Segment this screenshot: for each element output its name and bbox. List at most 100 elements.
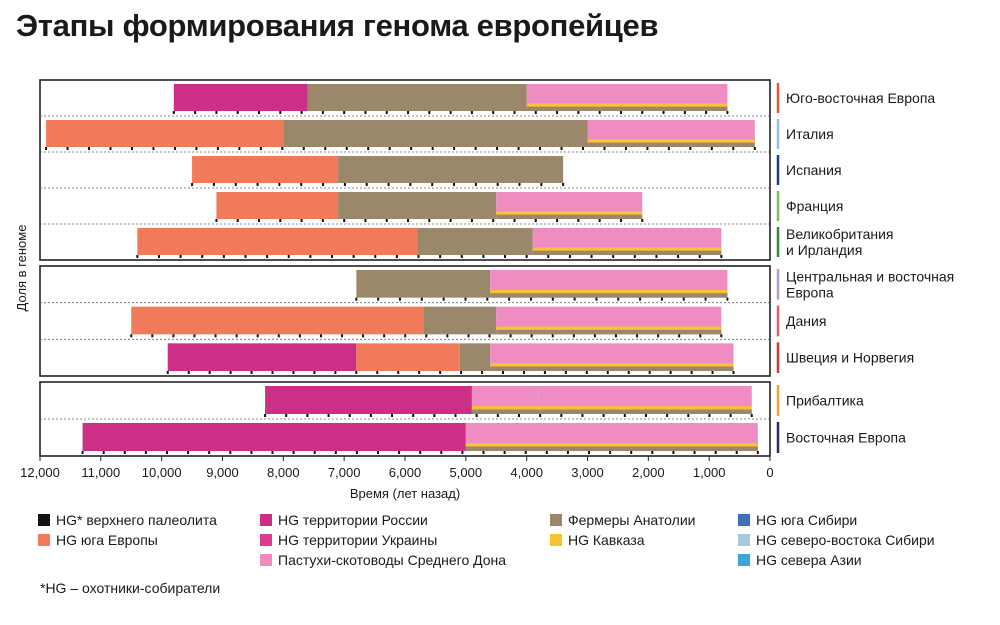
legend-swatch bbox=[738, 534, 750, 546]
sample-tick bbox=[602, 414, 605, 417]
sample-tick bbox=[492, 111, 495, 114]
caucasus-band bbox=[587, 139, 755, 143]
sample-tick bbox=[508, 297, 511, 301]
sample-tick bbox=[187, 371, 190, 374]
sample-tick bbox=[651, 451, 654, 454]
sample-tick bbox=[302, 147, 305, 150]
caucasus-band bbox=[471, 406, 539, 410]
sample-tick bbox=[678, 334, 681, 338]
x-tick-label: 3,000 bbox=[571, 465, 604, 480]
sample-tick bbox=[250, 451, 253, 454]
x-tick-label: 11,000 bbox=[81, 465, 120, 480]
chart-title: Этапы формирования генома европейцев bbox=[16, 8, 659, 43]
sample-tick bbox=[172, 111, 175, 114]
sample-tick bbox=[321, 219, 324, 222]
sample-tick bbox=[431, 147, 434, 150]
sample-tick bbox=[152, 147, 155, 150]
sample-tick bbox=[577, 111, 580, 114]
sample-tick bbox=[666, 414, 669, 417]
sample-tick bbox=[264, 414, 267, 417]
sample-tick bbox=[482, 451, 485, 454]
sample-tick bbox=[215, 219, 218, 222]
sample-tick bbox=[449, 111, 452, 114]
anatolia-band bbox=[465, 446, 758, 451]
sample-tick bbox=[365, 183, 368, 186]
legend-item: HG юга Сибири bbox=[738, 512, 857, 528]
sample-tick bbox=[352, 255, 355, 258]
sample-tick bbox=[708, 414, 711, 417]
sample-tick bbox=[355, 371, 358, 374]
sample-tick bbox=[428, 219, 431, 222]
legend-item: HG северо-востока Сибири bbox=[738, 532, 935, 548]
ancestry-segment bbox=[338, 156, 564, 183]
sample-tick bbox=[81, 451, 84, 454]
legend-label: HG территории России bbox=[278, 512, 428, 528]
sample-tick bbox=[166, 371, 169, 374]
sample-tick bbox=[606, 371, 609, 374]
x-tick-label: 12,000 bbox=[20, 465, 60, 480]
sample-tick bbox=[324, 147, 327, 150]
sample-tick bbox=[172, 334, 175, 338]
sample-tick bbox=[564, 371, 567, 374]
ancestry-segment bbox=[459, 343, 491, 371]
sample-tick bbox=[470, 219, 473, 222]
sample-tick bbox=[151, 334, 154, 338]
caucasus-band bbox=[538, 406, 752, 410]
sample-tick bbox=[374, 255, 377, 258]
sample-tick bbox=[313, 451, 316, 454]
x-tick-label: 7,000 bbox=[328, 465, 361, 480]
sample-tick bbox=[641, 219, 644, 222]
sample-tick bbox=[216, 147, 219, 150]
sample-tick bbox=[214, 334, 217, 338]
sample-tick bbox=[577, 219, 580, 222]
sample-tick bbox=[581, 147, 584, 150]
sample-tick bbox=[271, 451, 274, 454]
sample-tick bbox=[391, 414, 394, 417]
sample-tick bbox=[331, 255, 333, 258]
sample-tick bbox=[568, 255, 571, 258]
sample-tick bbox=[714, 451, 717, 454]
sample-tick bbox=[395, 255, 398, 258]
sample-tick bbox=[545, 451, 548, 454]
sample-tick bbox=[503, 451, 506, 454]
sample-tick bbox=[639, 297, 642, 301]
sample-tick bbox=[258, 111, 260, 114]
anatolia-band bbox=[496, 214, 643, 219]
sample-tick bbox=[534, 111, 537, 114]
sample-tick bbox=[442, 297, 445, 301]
sample-tick bbox=[256, 183, 259, 186]
sample-tick bbox=[540, 183, 543, 186]
sample-tick bbox=[617, 297, 620, 301]
sample-tick bbox=[482, 255, 485, 258]
sample-tick bbox=[585, 371, 588, 374]
sample-tick bbox=[623, 414, 626, 417]
sample-tick bbox=[486, 297, 489, 301]
sample-tick bbox=[279, 111, 282, 114]
sample-tick bbox=[454, 414, 457, 417]
sample-tick bbox=[690, 371, 693, 374]
sample-tick bbox=[385, 219, 388, 222]
sample-tick bbox=[711, 371, 714, 374]
sample-tick bbox=[397, 371, 400, 374]
sample-tick bbox=[646, 147, 649, 150]
legend-label: Пастухи-скотоводы Среднего Дона bbox=[278, 552, 507, 568]
sample-tick bbox=[229, 371, 232, 374]
sample-tick bbox=[624, 147, 627, 150]
sample-tick bbox=[566, 451, 569, 454]
sample-tick bbox=[627, 371, 630, 374]
sample-tick bbox=[677, 255, 680, 258]
caucasus-band bbox=[526, 103, 728, 107]
sample-tick bbox=[157, 255, 160, 258]
sample-tick bbox=[502, 371, 505, 374]
sample-tick bbox=[720, 255, 723, 258]
sample-tick bbox=[256, 334, 259, 338]
sample-tick bbox=[551, 334, 554, 338]
sample-tick bbox=[588, 451, 591, 454]
sample-tick bbox=[66, 147, 69, 150]
sample-tick bbox=[720, 334, 723, 338]
sample-tick bbox=[292, 451, 295, 454]
legend-label: HG территории Украины bbox=[278, 532, 438, 548]
sample-tick bbox=[644, 414, 647, 417]
sample-tick bbox=[277, 334, 280, 338]
